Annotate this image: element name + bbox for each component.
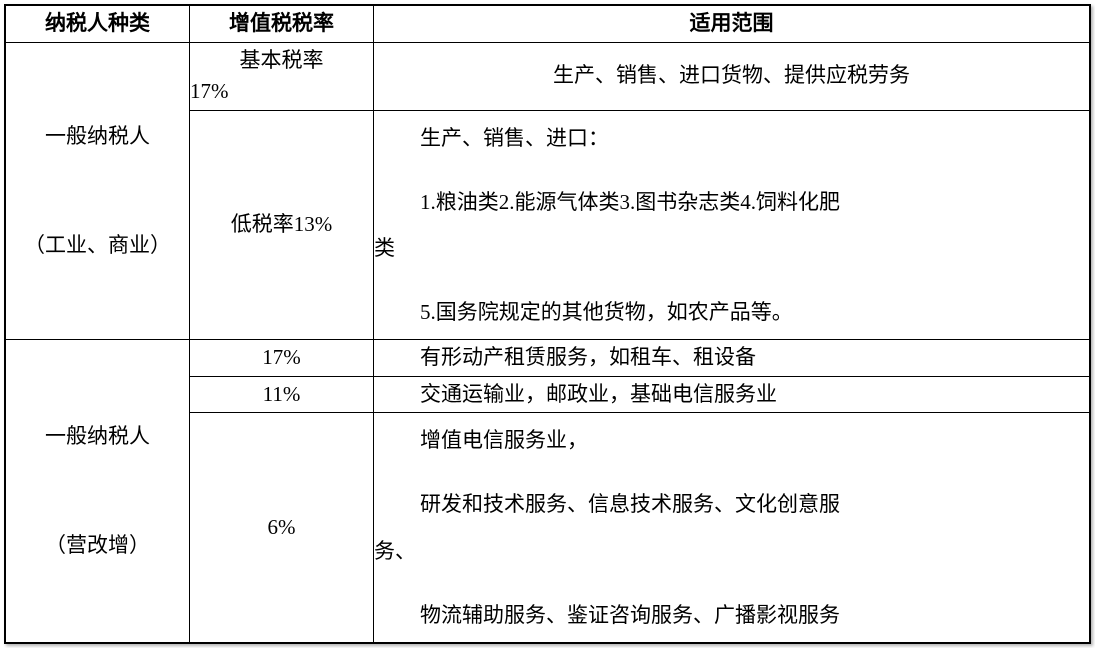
rate-cell: 17% [190,340,374,377]
scope-line: 生产、销售、进口： [374,115,1089,161]
taxpayer-type-cell: 一般纳税人 （工业、商业） [6,42,190,340]
scope-line: 增值电信服务业， [374,417,1089,463]
table-header-row: 纳税人种类 增值税税率 适用范围 [6,6,1090,43]
scope-line: 物流辅助服务、鉴证咨询服务、广播影视服务 [374,592,1089,638]
scope-line: 5.国务院规定的其他货物，如农产品等。 [374,289,1089,335]
header-taxpayer-type: 纳税人种类 [6,6,190,43]
header-scope: 适用范围 [374,6,1090,43]
rate-cell: 6% [190,413,374,643]
table-row: 一般纳税人 （工业、商业） 基本税率 17% 生产、销售、进口货物、提供应税劳务 [6,42,1090,110]
rate-value: 17% [190,76,373,108]
table: 纳税人种类 增值税税率 适用范围 一般纳税人 （工业、商业） 基本税率 17% … [5,5,1090,643]
scope-cell: 交通运输业，邮政业，基础电信服务业 [374,376,1090,413]
taxpayer-type-label: 一般纳税人 （营改增） [45,424,150,557]
rate-cell: 11% [190,376,374,413]
table-row: 一般纳税人 （营改增） 17% 有形动产租赁服务，如租车、租设备 [6,340,1090,377]
taxpayer-type-cell: 一般纳税人 （营改增） [6,340,190,643]
scope-cell: 有形动产租赁服务，如租车、租设备 [374,340,1090,377]
scope-line: 1.粮油类2.能源气体类3.图书杂志类4.饲料化肥 [374,179,1089,225]
header-vat-rate: 增值税税率 [190,6,374,43]
scope-line: 务、 [374,528,1089,574]
scope-cell: 增值电信服务业， 研发和技术服务、信息技术服务、文化创意服 务、 物流辅助服务、… [374,413,1090,643]
scope-line: 研发和技术服务、信息技术服务、文化创意服 [374,481,1089,527]
vat-tax-table: 纳税人种类 增值税税率 适用范围 一般纳税人 （工业、商业） 基本税率 17% … [4,4,1091,644]
taxpayer-type-label: 一般纳税人 （工业、商业） [24,124,171,257]
rate-cell: 低税率13% [190,110,374,340]
scope-cell: 生产、销售、进口货物、提供应税劳务 [374,42,1090,110]
scope-cell: 生产、销售、进口： 1.粮油类2.能源气体类3.图书杂志类4.饲料化肥 类 5.… [374,110,1090,340]
rate-cell: 基本税率 17% [190,42,374,110]
scope-line: 类 [374,225,1089,271]
rate-label: 基本税率 [190,45,373,77]
